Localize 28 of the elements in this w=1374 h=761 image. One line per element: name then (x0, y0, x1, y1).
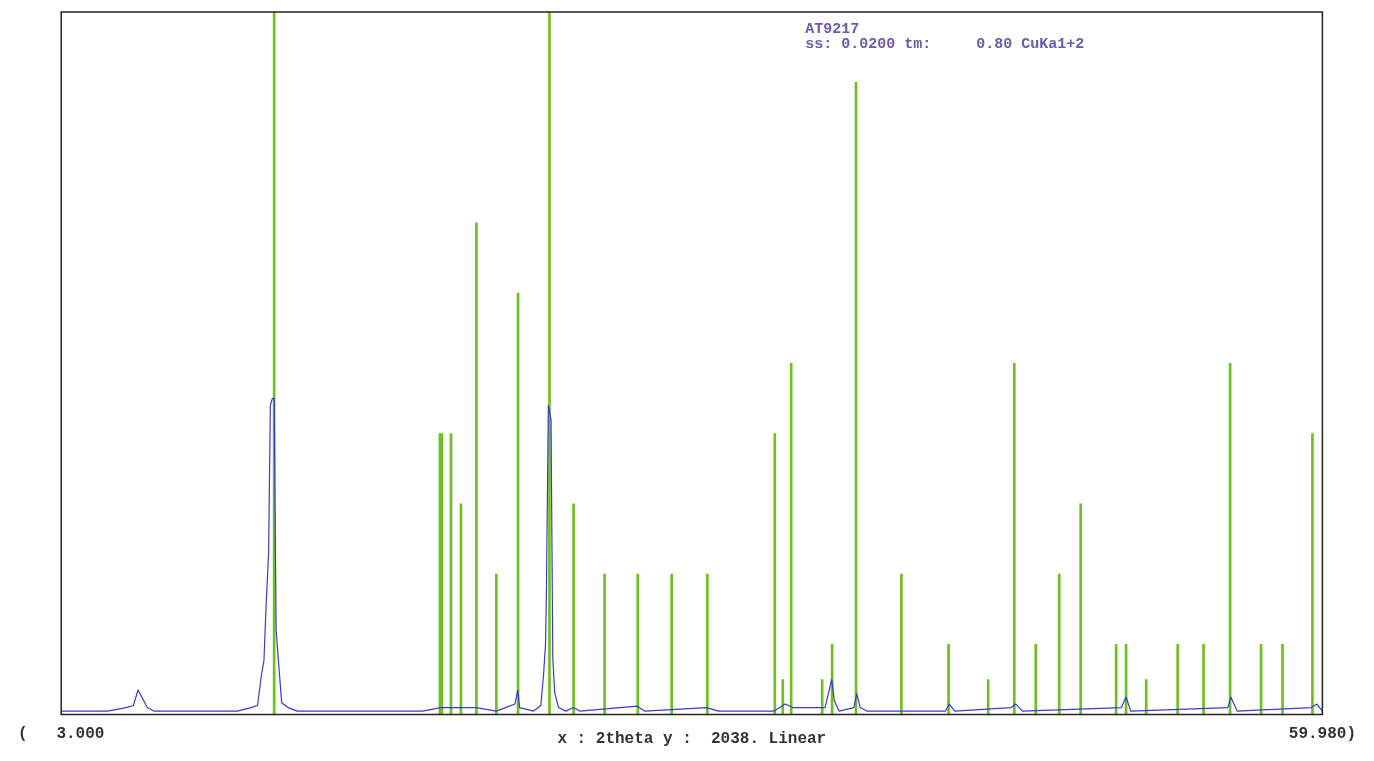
bar (548, 12, 551, 715)
bar (900, 573, 903, 715)
annotation: AT9217 (805, 21, 860, 39)
bar (1057, 573, 1061, 715)
bar (789, 362, 793, 715)
bar (781, 679, 785, 715)
x-tick-label: 59.980) (1288, 725, 1356, 744)
bar (603, 573, 606, 715)
x-tick-label: ( 3.000 (18, 725, 105, 744)
bar (1144, 679, 1148, 715)
annotation: ss: 0.0200 tm: 0.80 CuKa1+2 (805, 36, 1085, 54)
bar (1281, 644, 1284, 715)
bar (705, 573, 709, 715)
bar (1034, 644, 1038, 715)
bar (495, 573, 498, 715)
x-axis-title: x : 2theta y : 2038. Linear (557, 730, 827, 749)
bar (572, 503, 575, 715)
bar (773, 433, 777, 715)
bar (1202, 644, 1205, 715)
bar (947, 644, 950, 715)
bar (636, 573, 640, 715)
bar (475, 222, 478, 715)
bar (1012, 362, 1016, 715)
bar (1079, 503, 1083, 715)
bar (670, 573, 673, 715)
bar (1311, 433, 1314, 715)
bar (1176, 644, 1179, 715)
bar (986, 679, 990, 715)
